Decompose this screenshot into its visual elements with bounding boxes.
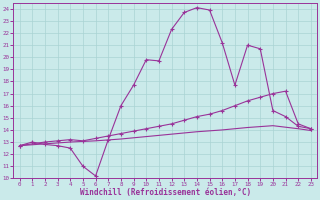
- X-axis label: Windchill (Refroidissement éolien,°C): Windchill (Refroidissement éolien,°C): [80, 188, 251, 197]
